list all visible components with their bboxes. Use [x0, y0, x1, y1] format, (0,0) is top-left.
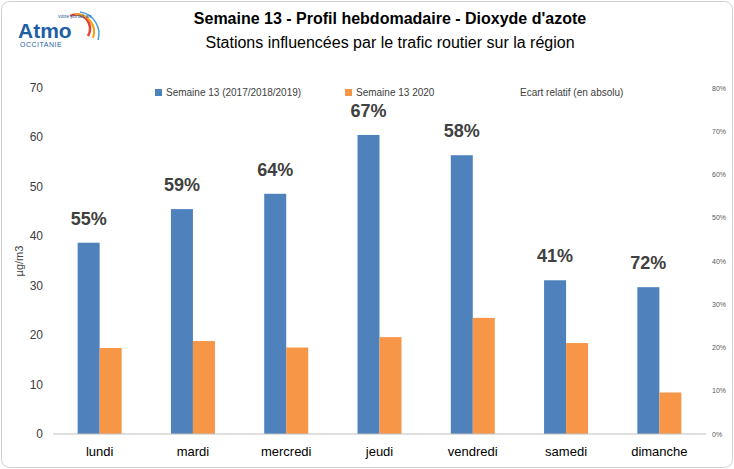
bar: [659, 392, 681, 434]
y2-tick-label: 80%: [712, 85, 726, 92]
bars: [78, 135, 682, 434]
legend-label: Semaine 13 (2017/2018/2019): [166, 87, 301, 98]
y-tick-label: 0: [36, 427, 43, 441]
data-label: 58%: [444, 121, 480, 141]
bar: [637, 287, 659, 434]
x-tick-label: lundi: [86, 444, 114, 459]
legend-label: Semaine 13 2020: [356, 87, 435, 98]
y2-tick-label: 0%: [712, 431, 722, 438]
bar: [171, 209, 193, 434]
y2-tick-label: 30%: [712, 301, 726, 308]
data-label: 72%: [630, 253, 666, 273]
y-tick-label: 30: [30, 279, 44, 293]
bar: [78, 243, 100, 434]
logo-region: OCCITANIE: [20, 41, 62, 48]
bar: [193, 341, 215, 434]
data-label: 41%: [537, 246, 573, 266]
x-tick-label: samedi: [545, 444, 587, 459]
legend-swatch: [345, 89, 352, 96]
x-tick-label: mercredi: [261, 444, 312, 459]
y-tick-label: 20: [30, 328, 44, 342]
title: Semaine 13 - Profil hebdomadaire - Dioxy…: [194, 10, 586, 27]
chart: votre portail airAtmoOCCITANIE Semaine 13…: [0, 0, 734, 469]
y-tick-label: 70: [30, 81, 44, 95]
data-labels: 55% 59% 64% 67% 58% 41% 72%: [71, 101, 667, 273]
x-tick-label: mardi: [177, 444, 210, 459]
legend-swatch: [155, 89, 162, 96]
x-tick-label: vendredi: [448, 444, 498, 459]
bar: [100, 348, 122, 434]
bar: [451, 155, 473, 434]
frame: [2, 2, 733, 468]
bar: [358, 135, 380, 434]
y2-tick-label: 60%: [712, 171, 726, 178]
bar: [566, 343, 588, 434]
y2-tick-label: 20%: [712, 344, 726, 351]
legend-label: Ecart relatif (en absolu): [520, 87, 623, 98]
logo: votre portail airAtmoOCCITANIE: [18, 12, 99, 48]
y-tick-label: 60: [30, 130, 44, 144]
y2-tick-label: 40%: [712, 258, 726, 265]
bar: [473, 318, 495, 434]
subtitle: Stations influencées par le trafic routi…: [205, 34, 574, 51]
y-tick-label: 50: [30, 180, 44, 194]
data-label: 67%: [350, 101, 386, 121]
y2-tick-label: 70%: [712, 128, 726, 135]
y2-tick-label: 50%: [712, 214, 726, 221]
data-label: 64%: [257, 160, 293, 180]
y-tick-label: 40: [30, 229, 44, 243]
y2-axis: 0% 10% 20% 30% 40% 50% 60% 70% 80%: [712, 85, 726, 438]
y2-tick-label: 10%: [712, 387, 726, 394]
legend: Semaine 13 (2017/2018/2019) Semaine 13 20…: [155, 87, 623, 98]
x-axis: lundi mardi mercredi jeudi vendredi samedi dim…: [86, 444, 688, 459]
y-axis: 0 10 20 30 40 50 60 70 µg/m3: [13, 81, 43, 441]
bar: [264, 194, 286, 434]
data-label: 55%: [71, 209, 107, 229]
bar: [380, 337, 402, 434]
x-tick-label: jeudi: [365, 444, 394, 459]
bar: [544, 280, 566, 434]
bar: [286, 348, 308, 435]
logo-name: Atmo: [18, 19, 72, 42]
y-tick-label: 10: [30, 378, 44, 392]
data-label: 59%: [164, 175, 200, 195]
x-tick-label: dimanche: [631, 444, 687, 459]
y-axis-label: µg/m3: [13, 246, 25, 277]
x-axis-line: [53, 434, 706, 435]
